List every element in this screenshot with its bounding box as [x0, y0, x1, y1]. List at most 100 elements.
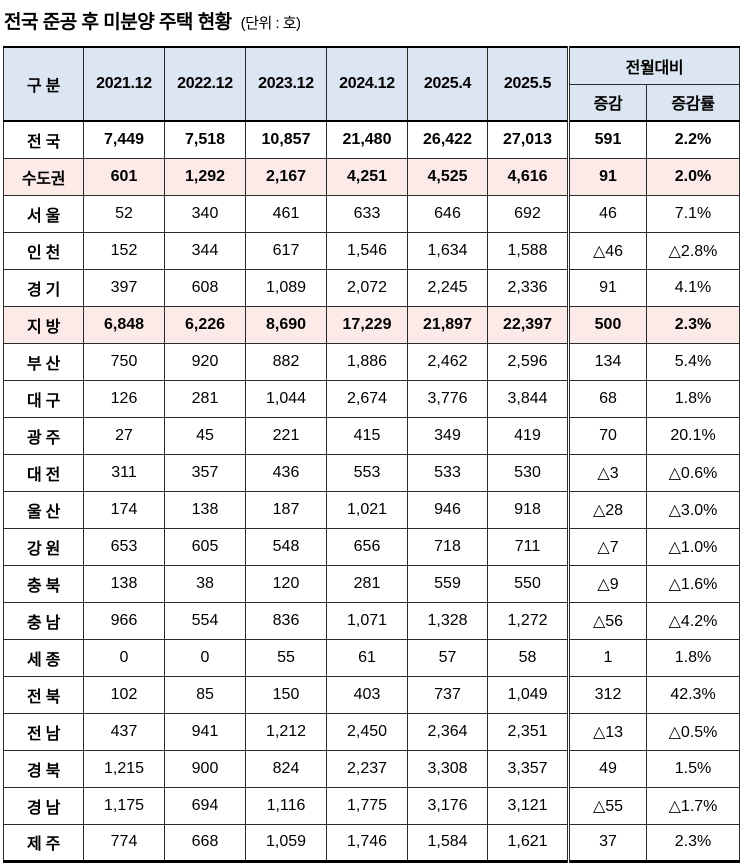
value-cell: 187 [245, 490, 327, 529]
value-cell: 548 [245, 527, 327, 566]
table-row: 수도권 601 1,292 2,167 4,251 4,525 4,616 91 2.0% [3, 157, 740, 196]
value-cell: 554 [164, 601, 246, 640]
table-row: 경 남 1,175 694 1,116 1,775 3,176 3,121 △55 △1.7% [3, 786, 740, 825]
value-cell: 1,292 [164, 157, 246, 196]
change-rate-cell: 20.1% [646, 416, 740, 455]
row-label: 울 산 [3, 490, 84, 529]
value-cell: 102 [83, 675, 165, 714]
change-rate-cell: 1.5% [646, 749, 740, 788]
change-cell: △56 [567, 601, 647, 640]
value-cell: 45 [164, 416, 246, 455]
value-cell: 918 [487, 490, 569, 529]
change-cell: 134 [567, 342, 647, 381]
table-row: 충 남 966 554 836 1,071 1,328 1,272 △56 △4.2% [3, 601, 740, 640]
change-cell: △7 [567, 527, 647, 566]
row-label: 경 기 [3, 268, 84, 307]
value-cell: 2,072 [326, 268, 408, 307]
value-cell: 882 [245, 342, 327, 381]
change-rate-cell: △1.0% [646, 527, 740, 566]
change-cell: 70 [567, 416, 647, 455]
value-cell: 1,044 [245, 379, 327, 418]
table-row: 부 산 750 920 882 1,886 2,462 2,596 134 5.4% [3, 342, 740, 381]
value-cell: 900 [164, 749, 246, 788]
row-label: 세 종 [3, 638, 84, 677]
table-row: 전 북 102 85 150 403 737 1,049 312 42.3% [3, 675, 740, 714]
value-cell: 61 [326, 638, 408, 677]
change-rate-cell: 2.0% [646, 157, 740, 196]
value-cell: 601 [83, 157, 165, 196]
header-period-2025-5: 2025.5 [487, 46, 569, 122]
change-rate-cell: △2.8% [646, 231, 740, 270]
value-cell: 17,229 [326, 305, 408, 344]
value-cell: 3,357 [487, 749, 569, 788]
value-cell: 6,226 [164, 305, 246, 344]
value-cell: 0 [164, 638, 246, 677]
value-cell: 1,021 [326, 490, 408, 529]
value-cell: 415 [326, 416, 408, 455]
value-cell: 3,308 [407, 749, 488, 788]
value-cell: 26,422 [407, 120, 488, 159]
change-cell: △46 [567, 231, 647, 270]
table-body: 전 국 7,449 7,518 10,857 21,480 26,422 27,013 591… [3, 120, 740, 862]
table-row: 지 방 6,848 6,226 8,690 17,229 21,897 22,397 500 2… [3, 305, 740, 344]
value-cell: 1,059 [245, 823, 327, 862]
page-title: 전국 준공 후 미분양 주택 현황 [4, 12, 232, 33]
change-cell: 49 [567, 749, 647, 788]
change-cell: △55 [567, 786, 647, 825]
value-cell: 357 [164, 453, 246, 492]
table-row: 세 종 0 0 55 61 57 58 1 1.8% [3, 638, 740, 677]
table-row: 울 산 174 138 187 1,021 946 918 △28 △3.0% [3, 490, 740, 529]
row-label: 경 남 [3, 786, 84, 825]
value-cell: 52 [83, 194, 165, 233]
value-cell: 2,364 [407, 712, 488, 751]
change-cell: △3 [567, 453, 647, 492]
value-cell: 1,116 [245, 786, 327, 825]
change-cell: 591 [567, 120, 647, 159]
value-cell: 530 [487, 453, 569, 492]
value-cell: 85 [164, 675, 246, 714]
value-cell: 27 [83, 416, 165, 455]
value-cell: 646 [407, 194, 488, 233]
change-rate-cell: △0.6% [646, 453, 740, 492]
header-row-2: 증감 증감률 [4, 83, 740, 122]
header-period-2021-12: 2021.12 [83, 46, 165, 122]
value-cell: 550 [487, 564, 569, 603]
value-cell: 737 [407, 675, 488, 714]
row-label: 지 방 [3, 305, 84, 344]
table-row: 경 북 1,215 900 824 2,237 3,308 3,357 49 1.5% [3, 749, 740, 788]
row-label: 경 북 [3, 749, 84, 788]
value-cell: 3,844 [487, 379, 569, 418]
change-rate-cell: 4.1% [646, 268, 740, 307]
value-cell: 1,584 [407, 823, 488, 862]
row-label: 대 구 [3, 379, 84, 418]
table-header: 구 분 2021.12 2022.12 2023.12 2024.12 2025… [3, 46, 740, 122]
value-cell: 150 [245, 675, 327, 714]
row-label: 서 울 [3, 194, 84, 233]
value-cell: 941 [164, 712, 246, 751]
value-cell: 120 [245, 564, 327, 603]
value-cell: 152 [83, 231, 165, 270]
unit-label: (단위 : 호) [240, 15, 301, 32]
title-row: 전국 준공 후 미분양 주택 현황 (단위 : 호) [4, 7, 740, 34]
value-cell: 8,690 [245, 305, 327, 344]
value-cell: 533 [407, 453, 488, 492]
change-cell: △13 [567, 712, 647, 751]
value-cell: 946 [407, 490, 488, 529]
value-cell: 27,013 [487, 120, 569, 159]
table-row: 서 울 52 340 461 633 646 692 46 7.1% [3, 194, 740, 233]
value-cell: 1,886 [326, 342, 408, 381]
row-label: 인 천 [3, 231, 84, 270]
value-cell: 2,351 [487, 712, 569, 751]
row-label: 강 원 [3, 527, 84, 566]
value-cell: 920 [164, 342, 246, 381]
value-cell: 1,746 [326, 823, 408, 862]
value-cell: 3,776 [407, 379, 488, 418]
table-row: 충 북 138 38 120 281 559 550 △9 △1.6% [3, 564, 740, 603]
value-cell: 174 [83, 490, 165, 529]
value-cell: 1,215 [83, 749, 165, 788]
row-label: 충 남 [3, 601, 84, 640]
header-mom-group: 전월대비 [567, 46, 740, 85]
header-row-1: 구 분 2021.12 2022.12 2023.12 2024.12 2025… [3, 46, 740, 122]
value-cell: 397 [83, 268, 165, 307]
